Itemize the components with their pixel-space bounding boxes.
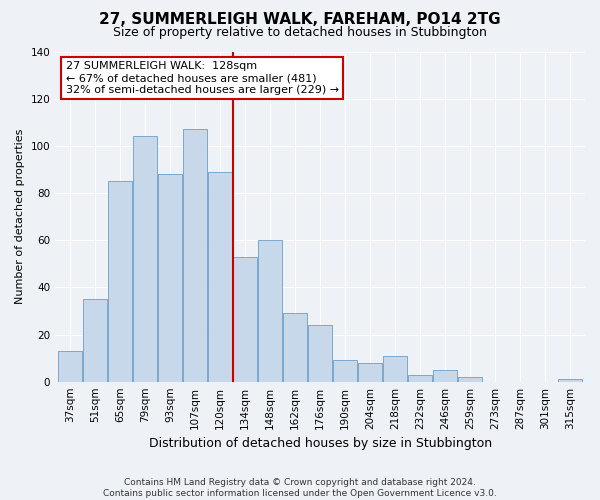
Bar [408,374,432,382]
Bar [358,363,382,382]
Bar [208,172,232,382]
Bar [433,370,457,382]
Text: Contains HM Land Registry data © Crown copyright and database right 2024.
Contai: Contains HM Land Registry data © Crown c… [103,478,497,498]
Y-axis label: Number of detached properties: Number of detached properties [15,129,25,304]
Bar [183,130,207,382]
Bar [308,325,332,382]
Bar [283,314,307,382]
Bar [158,174,182,382]
Bar [58,351,82,382]
Bar [258,240,282,382]
Bar [458,377,482,382]
Bar [233,256,257,382]
Bar [133,136,157,382]
Bar [333,360,357,382]
Bar [83,299,107,382]
Bar [558,380,582,382]
Text: 27 SUMMERLEIGH WALK:  128sqm
← 67% of detached houses are smaller (481)
32% of s: 27 SUMMERLEIGH WALK: 128sqm ← 67% of det… [66,62,339,94]
X-axis label: Distribution of detached houses by size in Stubbington: Distribution of detached houses by size … [149,437,491,450]
Bar [383,356,407,382]
Text: 27, SUMMERLEIGH WALK, FAREHAM, PO14 2TG: 27, SUMMERLEIGH WALK, FAREHAM, PO14 2TG [99,12,501,26]
Text: Size of property relative to detached houses in Stubbington: Size of property relative to detached ho… [113,26,487,39]
Bar [108,181,132,382]
